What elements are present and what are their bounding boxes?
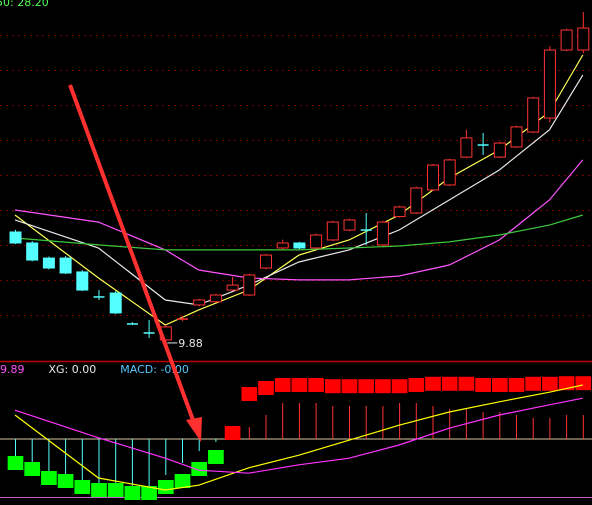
low-annotation: 9.88: [178, 337, 203, 350]
indicator-line: [14, 384, 583, 491]
candle-body: [310, 234, 323, 249]
step-block: [425, 376, 441, 391]
candle-body: [59, 257, 72, 274]
macd-panel: 9.89 XG: 0.00 MACD: -0.00: [0, 363, 592, 500]
indicator-label: 9.89: [0, 363, 25, 376]
step-block: [308, 378, 324, 392]
step-block: [24, 462, 41, 476]
candle-body: [193, 299, 206, 306]
step-block: [542, 376, 558, 391]
step-block: [7, 456, 24, 470]
step-block: [391, 379, 408, 394]
candle-body: [510, 126, 523, 148]
candle-body: [293, 242, 306, 249]
candle-body: [243, 274, 256, 296]
step-block: [274, 378, 291, 392]
arrow-head: [186, 417, 202, 442]
candle-body: [393, 206, 406, 218]
step-block: [224, 426, 241, 440]
step-block: [91, 483, 107, 497]
candle-body: [42, 257, 55, 269]
candle-body: [410, 187, 423, 214]
step-block: [174, 474, 191, 488]
step-block: [157, 480, 174, 494]
candle-body: [209, 294, 222, 303]
step-block: [491, 378, 508, 392]
candle-body: [76, 271, 89, 291]
step-block: [441, 376, 458, 391]
candle-body: [577, 27, 590, 51]
candle-body: [443, 159, 456, 186]
step-block: [41, 471, 57, 485]
step-block: [575, 376, 592, 391]
step-block: [191, 462, 208, 476]
indicator-line: [14, 74, 584, 306]
candle-body: [226, 284, 239, 291]
step-block: [408, 378, 425, 392]
candle-body: [326, 221, 339, 241]
candle-body: [109, 292, 122, 314]
step-block: [508, 378, 525, 392]
step-block: [291, 378, 308, 392]
step-block: [74, 480, 91, 494]
step-block: [241, 387, 258, 401]
arrow-shaft: [68, 84, 195, 421]
main-panel: 9.88: [9, 12, 590, 350]
step-block: [141, 486, 157, 500]
ma-label: 50: 28.20: [0, 0, 49, 9]
candle-body: [460, 137, 473, 158]
step-block: [475, 378, 491, 392]
step-block: [458, 376, 475, 391]
candle-body: [9, 231, 22, 244]
candle-body: [260, 254, 272, 269]
candle-body: [543, 49, 556, 119]
indicator-label: MACD: -0.00: [120, 363, 189, 376]
step-block: [258, 381, 274, 395]
step-block: [558, 376, 575, 391]
indicator-line: [14, 397, 583, 474]
candle-body: [493, 142, 506, 158]
indicator-label: XG: 0.00: [49, 363, 97, 376]
step-block: [208, 450, 224, 464]
candle-body: [376, 221, 389, 246]
step-block: [375, 379, 391, 394]
step-block: [57, 474, 74, 488]
indicator-line: [14, 214, 583, 251]
step-block: [525, 376, 542, 391]
step-block: [341, 379, 358, 394]
candle-body: [276, 242, 289, 249]
candle-body: [26, 242, 39, 261]
candle-body: [527, 97, 540, 133]
candle-body: [343, 219, 356, 231]
red-arrow: [68, 84, 202, 442]
step-block: [324, 379, 341, 394]
candle-body: [427, 164, 439, 191]
step-block: [358, 379, 375, 394]
indicator-line: [14, 54, 584, 326]
step-block: [124, 486, 141, 500]
candle-body: [560, 29, 573, 51]
grid: [0, 35, 592, 316]
step-block: [107, 483, 124, 497]
